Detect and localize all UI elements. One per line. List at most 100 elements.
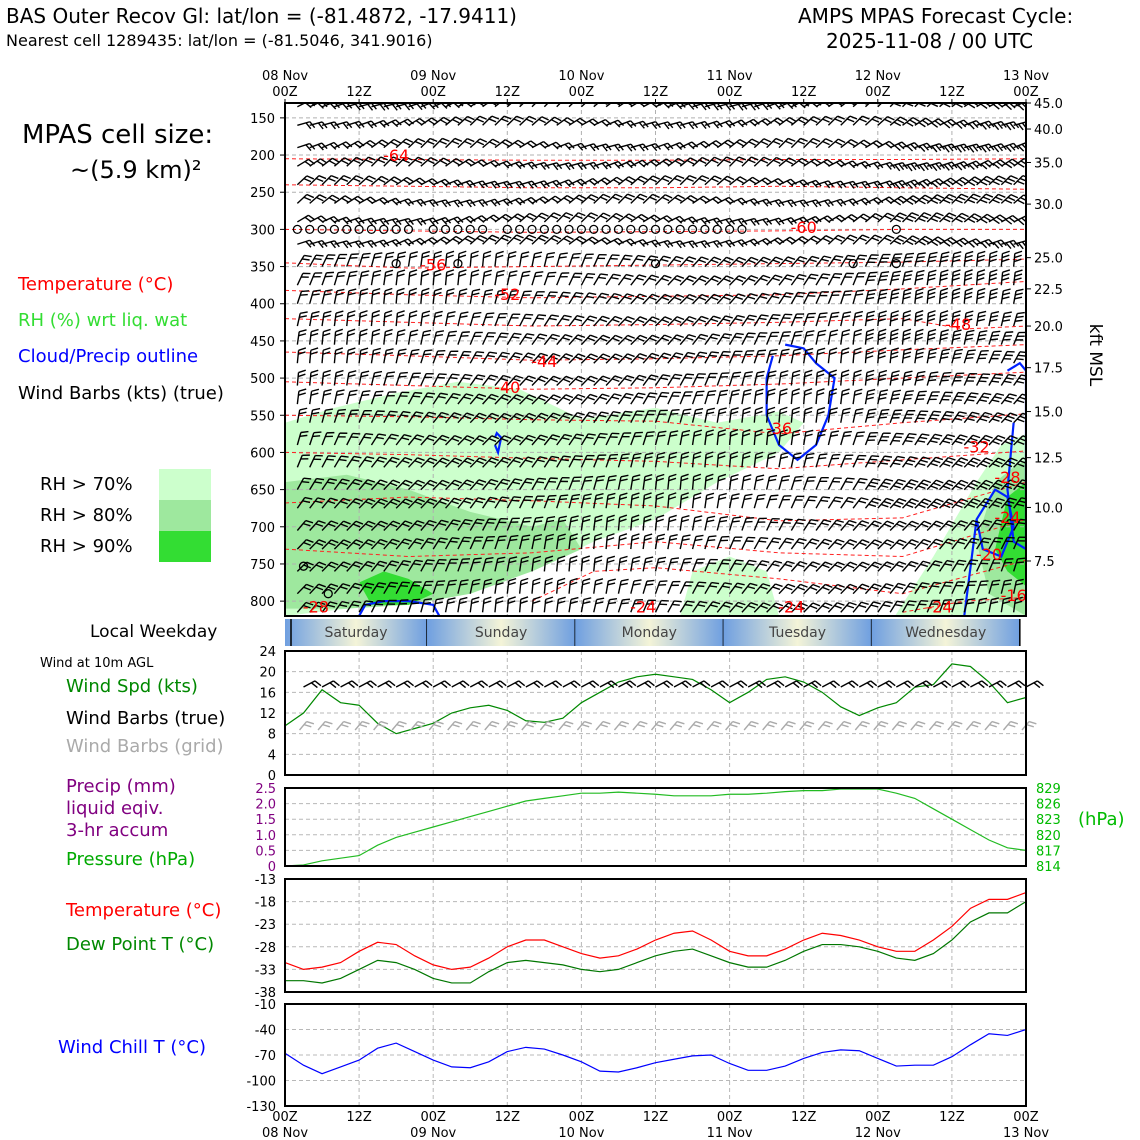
wind-barb xyxy=(482,234,500,245)
barb-feather xyxy=(955,348,963,352)
wind-barb xyxy=(395,348,407,364)
barb-staff xyxy=(902,116,914,126)
wind-barb xyxy=(716,139,735,149)
barb-feather xyxy=(1002,292,1011,296)
barb-feather xyxy=(338,271,346,274)
barb-feather xyxy=(977,291,986,296)
barb-staff xyxy=(877,372,881,386)
barb-feather xyxy=(305,122,312,130)
barb-feather xyxy=(489,351,498,354)
barb-feather xyxy=(798,160,806,166)
barb-feather xyxy=(348,288,357,292)
wind-barb xyxy=(420,199,439,208)
wind-barb xyxy=(938,434,956,446)
barb-staff xyxy=(926,194,938,204)
wind-barb xyxy=(926,194,945,204)
barb-feather xyxy=(541,116,549,121)
pressure-unit: (hPa) xyxy=(1078,809,1125,830)
barb-feather xyxy=(700,333,709,338)
wind-barb xyxy=(815,329,827,345)
barb-staff xyxy=(926,391,933,405)
wind-barb xyxy=(815,138,833,149)
wind-barb xyxy=(704,275,722,286)
barb-feather xyxy=(774,200,781,208)
wind-barb xyxy=(395,138,414,149)
wind-barb xyxy=(494,180,513,189)
barb-staff xyxy=(753,118,766,126)
wind-barb xyxy=(976,238,995,249)
barb-feather xyxy=(906,199,914,205)
barb-feather xyxy=(326,271,335,274)
barb-feather xyxy=(1001,296,1010,300)
barb-staff xyxy=(766,198,780,205)
barb-staff xyxy=(938,411,947,424)
barb-staff xyxy=(482,234,493,245)
barb-feather xyxy=(831,430,840,434)
wind-barb xyxy=(728,473,739,490)
barb-feather xyxy=(801,116,809,122)
wind-barb xyxy=(296,193,315,204)
barb-feather xyxy=(928,332,936,337)
barb-staff xyxy=(803,138,814,149)
wind-barb xyxy=(568,103,583,108)
barb-feather xyxy=(699,197,707,204)
barb-staff xyxy=(901,272,906,286)
wind-barb xyxy=(939,143,958,153)
barb-feather xyxy=(991,311,1000,314)
barb-staff xyxy=(1013,194,1025,204)
barb-feather xyxy=(893,121,902,127)
barb-feather xyxy=(918,121,926,128)
wind-barb xyxy=(655,316,673,327)
barb-feather xyxy=(390,178,398,184)
barb-staff xyxy=(346,272,351,286)
legend-rh70: RH > 70% xyxy=(40,474,133,495)
wind-barb xyxy=(457,331,470,345)
barb-feather xyxy=(686,177,694,182)
title-right-2: 2025-11-08 / 00 UTC xyxy=(826,29,1034,53)
barb-feather xyxy=(795,475,803,478)
barb-staff xyxy=(556,142,570,149)
barb-staff xyxy=(889,141,903,149)
barb-staff xyxy=(691,391,698,405)
barb-feather xyxy=(299,329,307,333)
barb-staff xyxy=(889,456,898,468)
barb-feather xyxy=(737,121,744,128)
barb-feather xyxy=(777,117,785,123)
barb-feather xyxy=(810,160,818,167)
barb-feather xyxy=(748,179,757,185)
barb-feather xyxy=(739,176,747,182)
barb-staff xyxy=(728,372,735,386)
barb-feather xyxy=(873,181,880,189)
barb-staff xyxy=(778,116,790,126)
barb-feather xyxy=(407,198,415,205)
barb-staff xyxy=(605,160,619,167)
barb-staff xyxy=(395,372,401,386)
barb-staff xyxy=(358,253,364,267)
barb-feather xyxy=(361,370,370,374)
wind-barb xyxy=(716,315,733,327)
barb-feather xyxy=(989,277,997,281)
barb-staff xyxy=(383,119,396,126)
wind-barb xyxy=(407,329,419,345)
barb-staff xyxy=(889,331,892,345)
wind-barb xyxy=(309,347,319,364)
barb-feather xyxy=(639,193,648,198)
wind-barb xyxy=(507,197,526,206)
profile-panel: -64-60-56-52-44-40-36-32-28-24-20-16-28-… xyxy=(250,69,1105,617)
barb-staff xyxy=(593,254,600,267)
barb-feather xyxy=(428,103,436,110)
barb-staff xyxy=(469,138,481,149)
barb-feather xyxy=(1017,162,1025,168)
barb-feather xyxy=(943,181,951,188)
barb-staff xyxy=(778,178,792,186)
barb-feather xyxy=(730,411,739,415)
barb-feather xyxy=(389,159,398,164)
wind-barb xyxy=(383,238,402,247)
barb-staff xyxy=(543,272,550,286)
wind-barb xyxy=(988,250,998,267)
barb-feather xyxy=(496,250,504,255)
wind-barb xyxy=(766,331,780,345)
barb-feather xyxy=(965,250,974,255)
wind-barb xyxy=(803,388,813,405)
barb-feather xyxy=(965,310,974,314)
